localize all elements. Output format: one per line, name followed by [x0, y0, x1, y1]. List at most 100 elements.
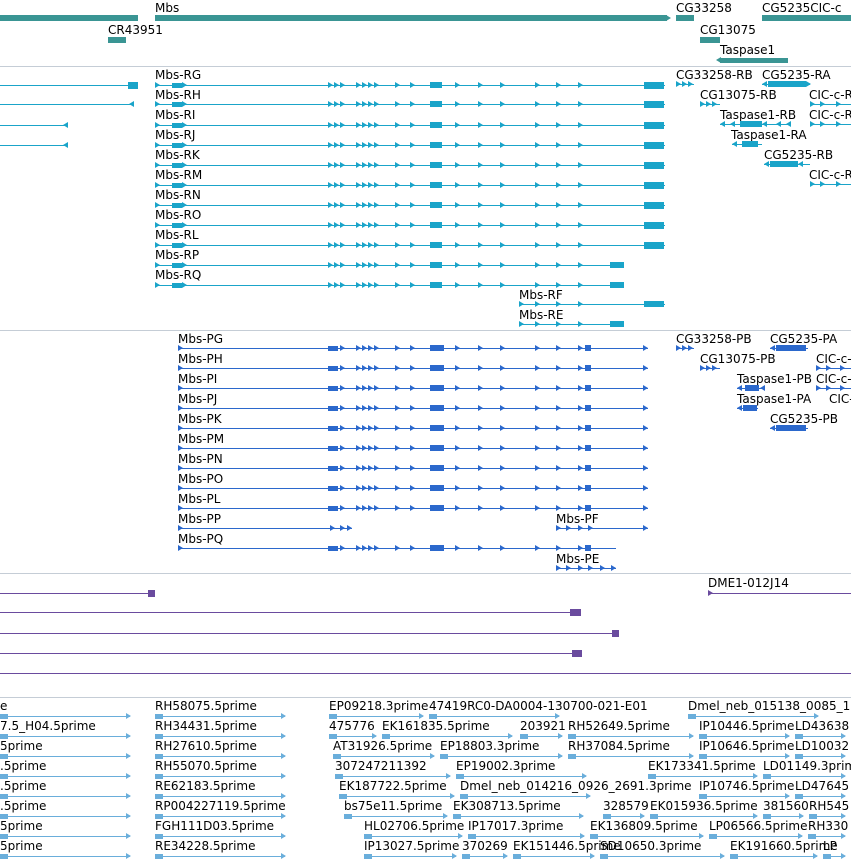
protein-label[interactable]: Taspase1-PB: [737, 372, 812, 386]
est-label[interactable]: RH52649.5prime: [568, 719, 670, 733]
transcript-label[interactable]: Mbs-RP: [155, 248, 200, 262]
est-label[interactable]: RH545: [809, 799, 850, 813]
est-label[interactable]: IP13027.5prime: [364, 839, 460, 853]
est-label[interactable]: 5prime: [0, 819, 43, 833]
est-label[interactable]: LP06566.5prime: [709, 819, 808, 833]
est-label[interactable]: EK015936.5prime: [650, 799, 758, 813]
clone-line[interactable]: [0, 673, 851, 674]
est-label[interactable]: Dmel_neb_014216_0926_2691.3prime: [460, 779, 692, 793]
est-label[interactable]: .5prime: [0, 799, 47, 813]
est-label[interactable]: LD10032: [795, 739, 850, 753]
est-label[interactable]: 5prime: [0, 839, 43, 853]
est-label[interactable]: 381560: [763, 799, 809, 813]
est-label[interactable]: EP18803.3prime: [440, 739, 540, 753]
est-label[interactable]: 307247211392: [335, 759, 427, 773]
protein-label[interactable]: Mbs-PH: [178, 352, 223, 366]
est-label[interactable]: EP09218.3prime: [329, 699, 429, 713]
gene-bar[interactable]: [108, 37, 126, 43]
protein-label[interactable]: CG33258-PB: [676, 332, 752, 346]
gene-label[interactable]: CG33258: [676, 1, 732, 15]
protein-label[interactable]: Mbs-PG: [178, 332, 224, 346]
gene-bar[interactable]: [720, 58, 788, 63]
transcript-label[interactable]: Mbs-RI: [155, 108, 196, 122]
transcript-label[interactable]: CG13075-RB: [700, 88, 777, 102]
clone-line[interactable]: [0, 653, 574, 654]
est-label[interactable]: EK136809.5prime: [590, 819, 698, 833]
protein-label[interactable]: CIC-c-: [816, 372, 851, 386]
transcript-label[interactable]: CG33258-RB: [676, 68, 753, 82]
transcript-label[interactable]: Mbs-RG: [155, 68, 202, 82]
gene-label[interactable]: CG13075: [700, 23, 756, 37]
est-label[interactable]: bs75e11.5prime: [344, 799, 443, 813]
gene-bar[interactable]: [155, 15, 667, 21]
est-label[interactable]: RP004227119.5prime: [155, 799, 286, 813]
est-label[interactable]: FGH111D03.5prime: [155, 819, 275, 833]
est-label[interactable]: EP19002.3prime: [456, 759, 556, 773]
est-label[interactable]: EK308713.5prime: [453, 799, 561, 813]
transcript-label[interactable]: Mbs-RJ: [155, 128, 196, 142]
est-label[interactable]: IP17017.3prime: [468, 819, 564, 833]
est-label[interactable]: IP10746.5prime: [699, 779, 795, 793]
est-label[interactable]: 475776: [329, 719, 375, 733]
protein-label[interactable]: Mbs-PF: [556, 512, 599, 526]
gene-bar[interactable]: [700, 37, 720, 43]
protein-label[interactable]: Mbs-PN: [178, 452, 223, 466]
est-label[interactable]: IP10446.5prime: [699, 719, 795, 733]
est-label[interactable]: EK173341.5prime: [648, 759, 756, 773]
est-label[interactable]: 7.5_H04.5prime: [0, 719, 96, 733]
est-label[interactable]: RH58075.5prime: [155, 699, 257, 713]
est-label[interactable]: RE34228.5prime: [155, 839, 256, 853]
transcript-label[interactable]: CIC-c-R: [809, 168, 851, 182]
gene-label[interactable]: CR43951: [108, 23, 163, 37]
est-label[interactable]: RE62183.5prime: [155, 779, 256, 793]
est-label[interactable]: EK151446.5prime: [513, 839, 621, 853]
gene-label[interactable]: CG5235CIC-c: [762, 1, 842, 15]
est-label[interactable]: AT31926.5prime: [333, 739, 433, 753]
est-label[interactable]: LD47645: [795, 779, 850, 793]
est-label[interactable]: e: [0, 699, 8, 713]
protein-label[interactable]: Mbs-PO: [178, 472, 224, 486]
est-label[interactable]: EK161835.5prime: [382, 719, 490, 733]
protein-label[interactable]: CG5235-PA: [770, 332, 838, 346]
protein-label[interactable]: Mbs-PQ: [178, 532, 224, 546]
protein-label[interactable]: CIC-c-: [816, 352, 851, 366]
protein-label[interactable]: Mbs-PP: [178, 512, 222, 526]
gene-bar[interactable]: [762, 15, 851, 21]
clone-line[interactable]: [0, 593, 150, 594]
est-label[interactable]: LD43638: [795, 719, 850, 733]
gene-label[interactable]: Mbs: [155, 1, 180, 15]
transcript-label[interactable]: Mbs-RE: [519, 308, 564, 322]
protein-label[interactable]: Taspase1-PA: [737, 392, 812, 406]
clone-line[interactable]: [0, 633, 614, 634]
est-label[interactable]: RH27610.5prime: [155, 739, 257, 753]
gene-bar[interactable]: [676, 15, 694, 21]
est-label[interactable]: RH37084.5prime: [568, 739, 670, 753]
est-label[interactable]: 5prime: [0, 739, 43, 753]
gene-bar[interactable]: [0, 15, 138, 21]
transcript-label[interactable]: Mbs-RM: [155, 168, 203, 182]
clone-label[interactable]: DME1-012J14: [708, 576, 789, 590]
transcript-label[interactable]: Taspase1-RB: [720, 108, 797, 122]
protein-label[interactable]: CG13075-PB: [700, 352, 776, 366]
protein-label[interactable]: Mbs-PE: [556, 552, 600, 566]
est-label[interactable]: SD10650.3prime: [600, 839, 702, 853]
est-label[interactable]: RH34431.5prime: [155, 719, 257, 733]
est-label[interactable]: 47419RC0-DA0004-130700-021-E01: [429, 699, 648, 713]
protein-label[interactable]: Mbs-PI: [178, 372, 218, 386]
transcript-label[interactable]: CIC-c-R: [809, 88, 851, 102]
transcript-label[interactable]: CIC-c-R: [809, 108, 851, 122]
est-label[interactable]: 203921: [520, 719, 566, 733]
transcript-label[interactable]: Taspase1-RA: [731, 128, 807, 142]
protein-label[interactable]: CG5235-PB: [770, 412, 839, 426]
est-label[interactable]: RH330: [808, 819, 849, 833]
est-label[interactable]: HL02706.5prime: [364, 819, 465, 833]
est-label[interactable]: Dmel_neb_015138_0085_1: [688, 699, 851, 713]
clone-line[interactable]: [0, 612, 572, 613]
transcript-label[interactable]: Mbs-RK: [155, 148, 200, 162]
clone-line[interactable]: [708, 593, 851, 594]
protein-label[interactable]: Mbs-PM: [178, 432, 225, 446]
transcript-label[interactable]: Mbs-RN: [155, 188, 201, 202]
est-label[interactable]: EK187722.5prime: [339, 779, 447, 793]
transcript-label[interactable]: Mbs-RH: [155, 88, 201, 102]
transcript-label[interactable]: Mbs-RF: [519, 288, 563, 302]
